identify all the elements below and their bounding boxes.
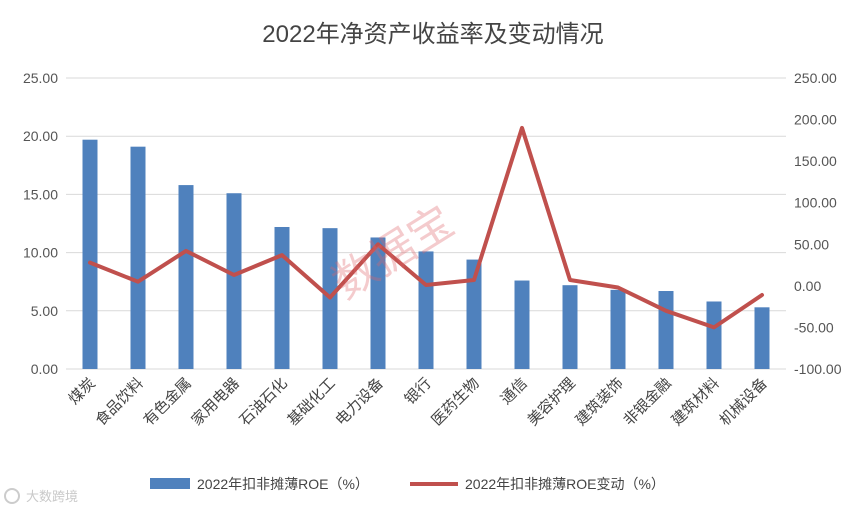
bar	[226, 193, 242, 369]
bar	[658, 291, 674, 369]
right-tick-label: -100.00	[794, 361, 842, 377]
bar	[562, 285, 578, 369]
bar	[274, 226, 290, 369]
category-label: 非银金融	[620, 375, 674, 429]
brand-mark: 大数跨境	[4, 488, 78, 504]
bar	[178, 185, 194, 369]
bar	[370, 237, 386, 369]
category-label: 有色金属	[140, 375, 194, 429]
left-tick-label: 25.00	[23, 70, 58, 86]
category-label: 建筑材料	[668, 375, 722, 429]
right-tick-label: -50.00	[794, 319, 834, 335]
bar	[130, 146, 146, 369]
category-label: 美容护理	[524, 375, 578, 429]
category-label: 医药生物	[428, 375, 482, 429]
chart-title: 2022年净资产收益率及变动情况	[262, 21, 603, 48]
category-label: 建筑装饰	[572, 375, 626, 429]
category-label: 电力设备	[332, 375, 386, 429]
left-tick-label: 0.00	[31, 361, 58, 377]
legend-line-label: 2022年扣非摊薄ROE变动（%）	[465, 476, 665, 492]
brand-logo-icon	[4, 488, 20, 504]
category-label: 基础化工	[284, 375, 338, 429]
right-tick-label: 200.00	[794, 112, 837, 128]
left-tick-label: 5.00	[31, 303, 58, 319]
bar	[82, 139, 98, 369]
bar	[610, 289, 626, 369]
category-label: 石油石化	[236, 375, 290, 429]
category-label: 食品饮料	[92, 375, 146, 429]
left-tick-label: 15.00	[23, 186, 58, 202]
bar	[466, 259, 482, 369]
line-series	[88, 125, 764, 330]
category-label: 机械设备	[716, 375, 770, 429]
right-tick-label: 150.00	[794, 153, 837, 169]
right-axis-ticks: -100.00 -50.00 0.00 50.00 100.00 150.00 200.00…	[794, 70, 842, 377]
bar	[514, 280, 530, 369]
left-axis-ticks: 0.00 5.00 10.00 15.00 20.00 25.00	[23, 70, 58, 377]
category-label: 银行	[402, 375, 435, 408]
right-tick-label: 100.00	[794, 195, 837, 211]
category-label: 家用电器	[188, 375, 242, 429]
legend: 2022年扣非摊薄ROE（%） 2022年扣非摊薄ROE变动（%）	[150, 476, 665, 492]
brand-text: 大数跨境	[26, 489, 78, 504]
bar	[706, 301, 722, 369]
right-tick-label: 250.00	[794, 70, 837, 86]
bar-series	[82, 139, 770, 369]
right-tick-label: 0.00	[794, 278, 821, 294]
left-tick-label: 10.00	[23, 245, 58, 261]
bar	[418, 251, 434, 369]
legend-bar-swatch	[150, 478, 190, 489]
category-label: 通信	[498, 375, 531, 408]
left-tick-label: 20.00	[23, 128, 58, 144]
roe-change-line	[88, 125, 764, 330]
legend-bar-label: 2022年扣非摊薄ROE（%）	[197, 476, 369, 492]
bar	[754, 307, 770, 369]
category-label: 煤炭	[66, 375, 99, 408]
right-tick-label: 50.00	[794, 236, 829, 252]
